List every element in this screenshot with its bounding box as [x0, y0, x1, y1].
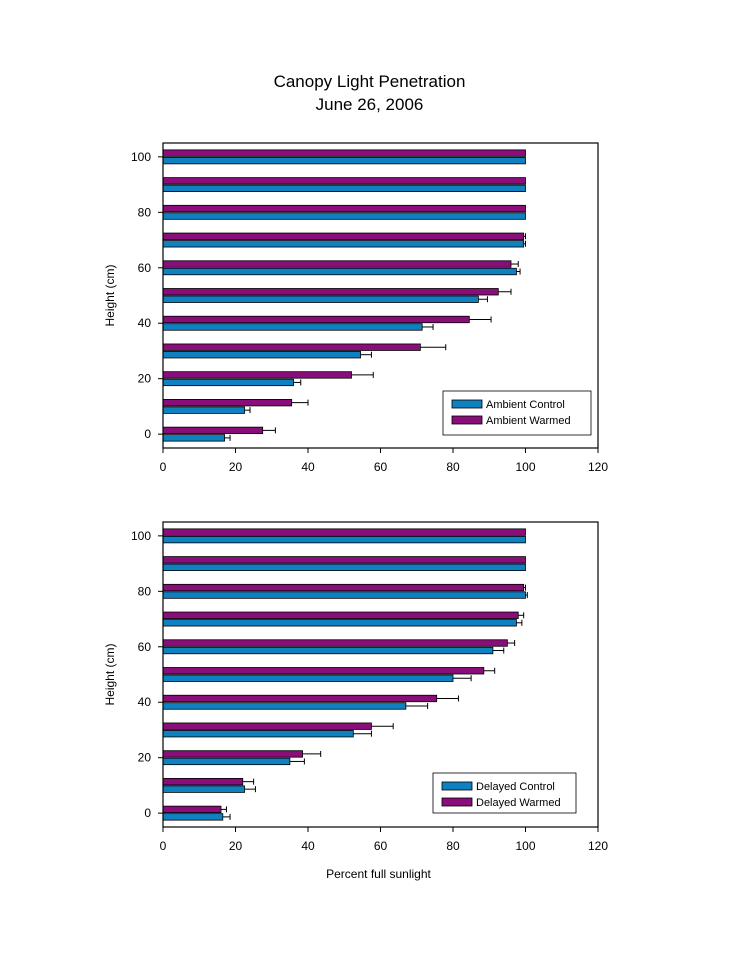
x-tick-label-40: 40	[301, 460, 315, 474]
x-tick-label-60: 60	[374, 460, 388, 474]
bar-warmed-0	[162, 805, 222, 814]
legend-label-warmed: Ambient Warmed	[486, 415, 571, 427]
x-tick-label-40: 40	[301, 839, 315, 853]
bar-warmed-90	[162, 556, 526, 564]
bar-control-0	[162, 813, 224, 821]
x-axis-label: Percent full sunlight	[326, 867, 431, 881]
y-tick-label-0: 0	[144, 806, 151, 820]
bar-control-10	[162, 785, 245, 793]
x-tick-label-100: 100	[515, 839, 535, 853]
chart-title: Canopy Light Penetration June 26, 2006	[0, 70, 739, 116]
legend-label-control: Ambient Control	[486, 399, 565, 411]
bar-warmed-100	[162, 149, 526, 157]
bar-warmed-40	[162, 694, 438, 703]
bar-control-30	[162, 351, 361, 359]
y-axis-label: Height (cm)	[103, 643, 117, 705]
legend-swatch-control	[451, 399, 483, 409]
y-tick-label-20: 20	[138, 751, 152, 765]
bar-warmed-30	[162, 343, 421, 351]
bar-control-90	[162, 563, 526, 571]
bar-warmed-60	[162, 260, 512, 268]
bar-warmed-70	[162, 611, 519, 619]
legend-box	[442, 390, 592, 436]
bar-control-100	[162, 535, 526, 544]
x-tick-label-100: 100	[515, 460, 535, 474]
bar-warmed-100	[162, 528, 526, 536]
bar-control-20	[162, 757, 291, 766]
bar-control-50	[162, 674, 454, 682]
chart-title-line-2: June 26, 2006	[315, 95, 424, 114]
bar-warmed-10	[162, 778, 244, 786]
bar-control-10	[162, 406, 245, 414]
bar-control-100	[162, 156, 526, 165]
x-tick-label-20: 20	[229, 460, 243, 474]
y-tick-label-80: 80	[138, 205, 152, 219]
bar-warmed-10	[162, 399, 293, 407]
bar-warmed-20	[162, 750, 303, 758]
x-tick-label-80: 80	[446, 839, 460, 853]
bar-control-0	[162, 434, 226, 442]
bar-warmed-50	[162, 288, 499, 296]
bar-warmed-90	[162, 177, 526, 185]
x-tick-label-20: 20	[229, 839, 243, 853]
bar-warmed-80	[162, 204, 526, 213]
bar-warmed-70	[162, 232, 525, 240]
bar-warmed-30	[162, 722, 372, 730]
y-tick-label-40: 40	[138, 316, 152, 330]
y-tick-label-100: 100	[131, 529, 151, 543]
bar-control-50	[162, 295, 479, 303]
x-tick-label-0: 0	[160, 460, 167, 474]
legend: Ambient Control Ambient Warmed	[442, 390, 592, 436]
y-axis-label: Height (cm)	[103, 264, 117, 326]
y-tick-label-20: 20	[138, 372, 152, 386]
y-tick-label-0: 0	[144, 427, 151, 441]
chart-2: 0 20 40 60 80 100 120 0 20 40 60 80 100 Height (cm) Pe…	[103, 521, 608, 881]
y-tick-label-40: 40	[138, 695, 152, 709]
legend-label-control: Delayed Control	[476, 781, 555, 793]
legend-swatch-warmed	[441, 797, 473, 807]
bar-warmed-60	[162, 639, 508, 647]
y-tick-label-60: 60	[138, 640, 152, 654]
bar-control-20	[162, 378, 294, 387]
bar-control-30	[162, 730, 354, 738]
chart-1: 0 20 40 60 80 100 120 0 20 40 60 80 100 Height (cm) Am…	[103, 142, 608, 474]
y-tick-label-80: 80	[138, 584, 152, 598]
y-tick-label-60: 60	[138, 261, 152, 275]
bar-control-70	[162, 240, 525, 248]
bar-control-60	[162, 646, 494, 655]
legend: Delayed Control Delayed Warmed	[432, 772, 577, 814]
bar-warmed-50	[162, 667, 485, 675]
legend-label-warmed: Delayed Warmed	[476, 797, 561, 809]
x-tick-label-80: 80	[446, 460, 460, 474]
bar-warmed-0	[162, 426, 264, 435]
bar-control-90	[162, 184, 526, 192]
bar-control-60	[162, 267, 517, 276]
bar-control-40	[162, 323, 423, 331]
bar-control-80	[162, 212, 526, 220]
bar-control-70	[162, 619, 517, 627]
bar-control-40	[162, 702, 407, 710]
legend-swatch-warmed	[451, 415, 483, 425]
bar-warmed-40	[162, 315, 470, 324]
chart-title-line-1: Canopy Light Penetration	[273, 72, 466, 91]
x-tick-label-60: 60	[374, 839, 388, 853]
x-tick-label-0: 0	[160, 839, 167, 853]
x-tick-label-120: 120	[588, 460, 608, 474]
y-tick-label-100: 100	[131, 150, 151, 164]
x-tick-label-120: 120	[588, 839, 608, 853]
bar-warmed-80	[162, 583, 525, 592]
legend-swatch-control	[441, 781, 473, 791]
bar-control-80	[162, 591, 526, 599]
bar-warmed-20	[162, 371, 352, 379]
